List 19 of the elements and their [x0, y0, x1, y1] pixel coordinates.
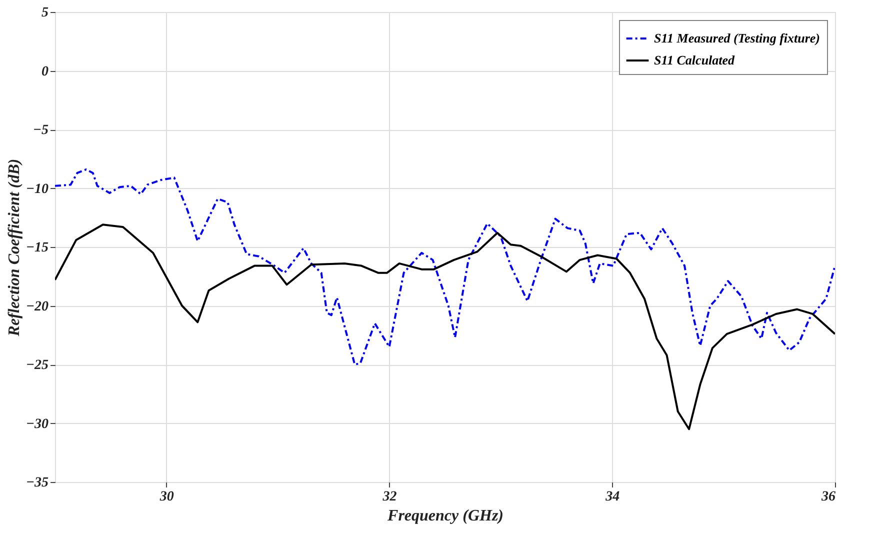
legend-label: S11 Calculated: [654, 52, 736, 68]
y-tick-label: −35: [26, 476, 48, 490]
y-tick-label: −20: [26, 299, 48, 314]
y-tick-label: 0: [42, 64, 48, 80]
x-tick-label: 32: [382, 490, 397, 504]
x-tick-label: 30: [158, 490, 174, 504]
y-tick-label: −25: [26, 358, 48, 373]
x-tick-label: 36: [820, 490, 836, 504]
line-series: [55, 224, 835, 430]
y-tick-label: −10: [26, 182, 48, 197]
x-tick-label: 34: [604, 490, 620, 504]
x-axis-title: Frequency (GHz): [386, 508, 504, 524]
line-series: [55, 168, 835, 366]
y-axis-title: Reflection Coefficient (dB): [6, 158, 24, 338]
y-tick-label: −5: [33, 123, 48, 138]
y-tick-label: 5: [42, 6, 48, 20]
legend-label: S11 Measured (Testing fixture): [654, 30, 820, 46]
y-tick-label: −30: [26, 416, 48, 432]
y-tick-label: −15: [26, 240, 48, 256]
